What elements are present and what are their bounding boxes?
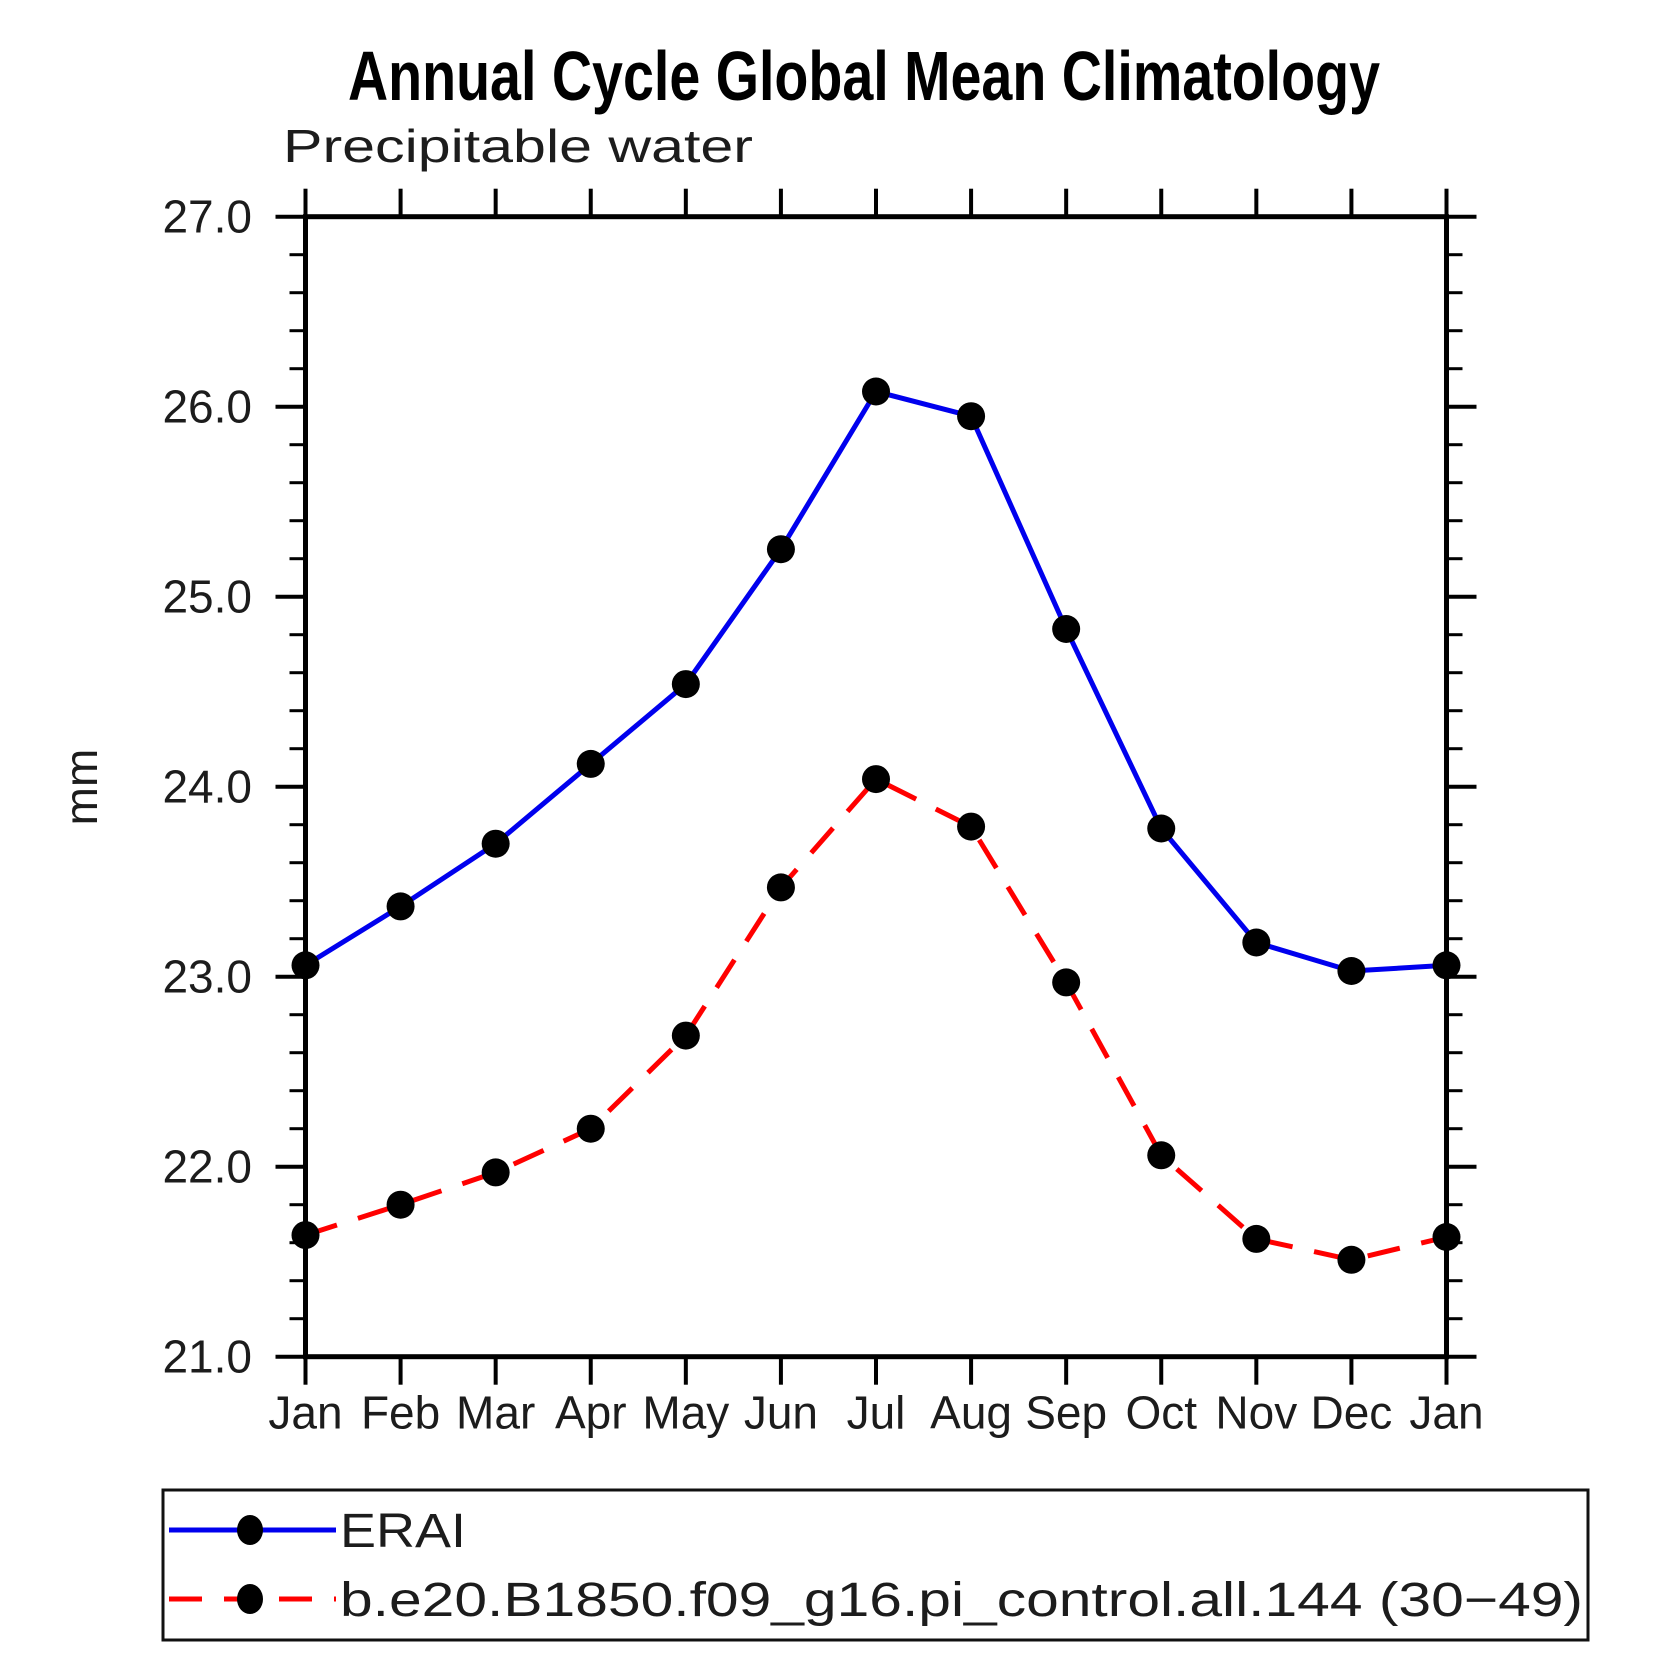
- data-point-marker: [481, 1158, 510, 1187]
- legend-marker-erai: [237, 1515, 263, 1545]
- legend-item-model: b.e20.B1850.f09_g16.pi_control.all.144 (…: [169, 1574, 1583, 1627]
- series-model: [291, 765, 1461, 1274]
- y-tick-label: 21.0: [162, 1331, 252, 1383]
- data-point-marker: [386, 1190, 415, 1219]
- axes: 21.0 22.0 23.0 24.0 25.0 26.0 27.0 Jan Feb Mar Apr…: [162, 188, 1484, 1439]
- data-point-marker: [1242, 1224, 1271, 1253]
- legend-label-erai: ERAI: [340, 1505, 466, 1558]
- data-point-marker: [671, 670, 700, 699]
- x-tick-label: Jan: [1409, 1387, 1483, 1439]
- data-point-marker: [1242, 928, 1271, 957]
- x-tick-label: Apr: [555, 1387, 627, 1439]
- data-point-marker: [766, 873, 795, 902]
- series-line: [304, 776, 1448, 1263]
- x-tick-label: Oct: [1125, 1387, 1197, 1439]
- data-point-marker: [481, 829, 510, 858]
- data-point-marker: [1432, 1223, 1461, 1251]
- data-point-marker: [386, 892, 415, 921]
- data-point-marker: [671, 1021, 700, 1050]
- x-tick-label: Mar: [456, 1387, 535, 1439]
- x-tick-label: Jan: [268, 1387, 342, 1439]
- x-tick-label: Sep: [1025, 1387, 1107, 1439]
- x-tick-label: Dec: [1311, 1387, 1393, 1439]
- data-point-marker: [1147, 814, 1176, 843]
- data-point-marker: [576, 1114, 605, 1143]
- y-tick-label: 22.0: [162, 1141, 252, 1193]
- legend-item-erai: ERAI: [169, 1505, 466, 1558]
- y-tick-label: 23.0: [162, 951, 252, 1003]
- data-point-marker: [862, 765, 890, 794]
- titles: Annual Cycle Global Mean Climatology Pre…: [55, 37, 1380, 825]
- y-tick-label: 26.0: [162, 381, 252, 433]
- y-tick-label: 27.0: [162, 191, 252, 243]
- chart-subtitle: Precipitable water: [283, 120, 753, 172]
- chart-title: Annual Cycle Global Mean Climatology: [348, 37, 1380, 115]
- legend-box: [161, 1488, 1590, 1642]
- data-point-marker: [862, 377, 890, 406]
- data-point-marker: [1052, 968, 1081, 997]
- data-point-marker: [1337, 1245, 1366, 1274]
- legend-marker-model: [237, 1584, 263, 1614]
- data-point-marker: [766, 535, 795, 564]
- series-line: [304, 389, 1447, 974]
- y-axis-label: mm: [55, 749, 107, 826]
- x-tick-label: May: [642, 1387, 729, 1439]
- data-point-marker: [957, 402, 986, 431]
- y-tick-label: 25.0: [162, 571, 252, 623]
- x-tick-label: Jun: [744, 1387, 818, 1439]
- legend-label-model: b.e20.B1850.f09_g16.pi_control.all.144 (…: [340, 1574, 1583, 1627]
- legend: ERAI b.e20.B1850.f09_g16.pi_control.all.…: [161, 1488, 1590, 1642]
- x-tick-label: Feb: [361, 1387, 440, 1439]
- x-tick-label: Jul: [847, 1387, 906, 1439]
- data-point-marker: [291, 951, 320, 980]
- data-point-marker: [1147, 1141, 1176, 1170]
- data-point-marker: [576, 749, 605, 778]
- series-erai: [291, 377, 1461, 985]
- data-point-marker: [1337, 957, 1366, 985]
- data-point-marker: [957, 812, 986, 841]
- x-tick-label: Nov: [1215, 1387, 1297, 1439]
- series-layer: [291, 377, 1461, 1274]
- data-point-marker: [291, 1221, 320, 1250]
- data-point-marker: [1432, 951, 1461, 980]
- x-tick-label: Aug: [930, 1387, 1012, 1439]
- y-tick-label: 24.0: [162, 761, 252, 813]
- data-point-marker: [1052, 615, 1081, 643]
